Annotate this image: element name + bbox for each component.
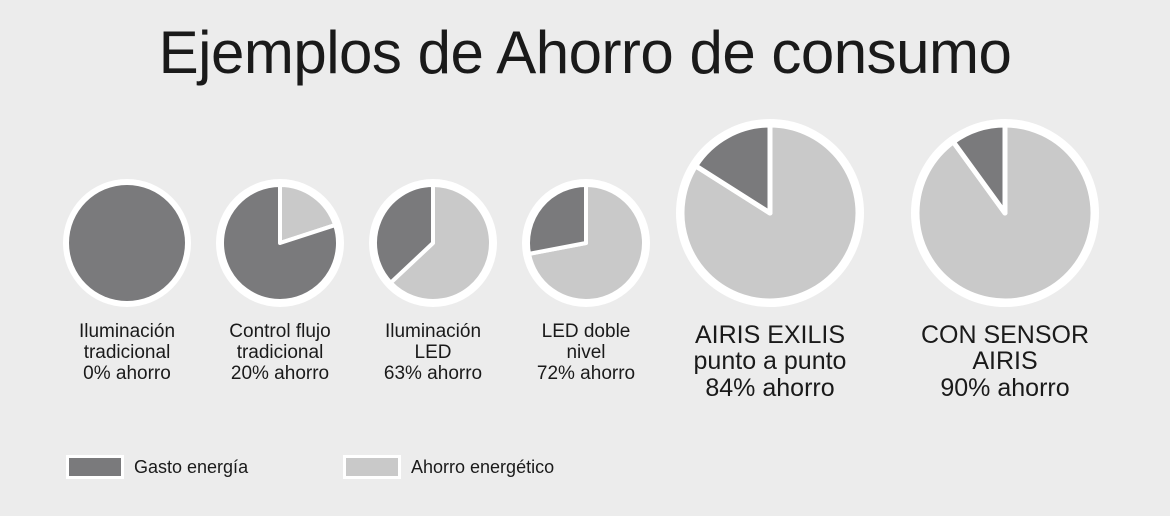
pie-chart-4 xyxy=(522,179,650,307)
pie-label-6: CON SENSOR AIRIS 90% ahorro xyxy=(895,322,1115,401)
chart-title: Ejemplos de Ahorro de consumo xyxy=(158,19,1012,86)
pie-label-5: AIRIS EXILIS punto a punto 84% ahorro xyxy=(660,322,880,401)
pie-label-line: AIRIS EXILIS xyxy=(694,321,846,349)
pie-label-line: Iluminación xyxy=(78,321,176,342)
pie-label-line: nivel xyxy=(566,341,606,363)
pie-chart-2 xyxy=(216,179,344,307)
legend-swatch-ahorro xyxy=(343,455,401,479)
pie-label-line: 84% ahorro xyxy=(705,373,835,402)
pie-label-line: tradicional xyxy=(236,341,324,363)
pie-label-line: CON SENSOR xyxy=(920,321,1090,349)
pie-chart-6 xyxy=(911,119,1099,307)
pie-label-3: Iluminación LED 63% ahorro xyxy=(353,321,513,385)
pie-label-line: LED doble xyxy=(541,321,631,342)
pie-label-line: Iluminación xyxy=(384,321,482,342)
pie-slice-gasto xyxy=(693,122,773,216)
pie-label-line: 72% ahorro xyxy=(536,362,636,384)
legend-item-gasto: Gasto energía xyxy=(66,455,248,479)
legend-swatch-gasto xyxy=(66,455,124,479)
pie-label-line: Control flujo xyxy=(229,321,331,342)
legend-label-gasto: Gasto energía xyxy=(134,456,249,477)
pie-label-line: tradicional xyxy=(83,341,171,363)
pie-slice-gasto xyxy=(220,183,340,303)
pie-label-line: 90% ahorro xyxy=(940,373,1070,402)
pie-label-line: punto a punto xyxy=(693,347,847,376)
pie-chart-5 xyxy=(676,119,864,307)
pie-label-line: 20% ahorro xyxy=(230,362,330,384)
pie-label-line: 0% ahorro xyxy=(83,362,171,384)
pie-slice-ahorro xyxy=(388,183,493,303)
pie-label-1: Iluminación tradicional 0% ahorro xyxy=(47,321,207,385)
pie-label-line: AIRIS xyxy=(972,347,1038,376)
pie-label-line: LED xyxy=(414,341,452,363)
pie-slice-gasto xyxy=(373,183,435,285)
pie-slice-gasto xyxy=(950,122,1008,216)
pie-slice-gasto xyxy=(526,183,588,256)
pie-chart-1 xyxy=(63,179,191,307)
pie-chart-3 xyxy=(369,179,497,307)
pie-slice-gasto xyxy=(69,185,185,301)
pie-label-line: 63% ahorro xyxy=(383,362,483,384)
legend-item-ahorro: Ahorro energético xyxy=(343,455,554,479)
pie-label-4: LED doble nivel 72% ahorro xyxy=(506,321,666,385)
legend-label-ahorro: Ahorro energético xyxy=(411,456,555,477)
pie-label-2: Control flujo tradicional 20% ahorro xyxy=(200,321,360,385)
